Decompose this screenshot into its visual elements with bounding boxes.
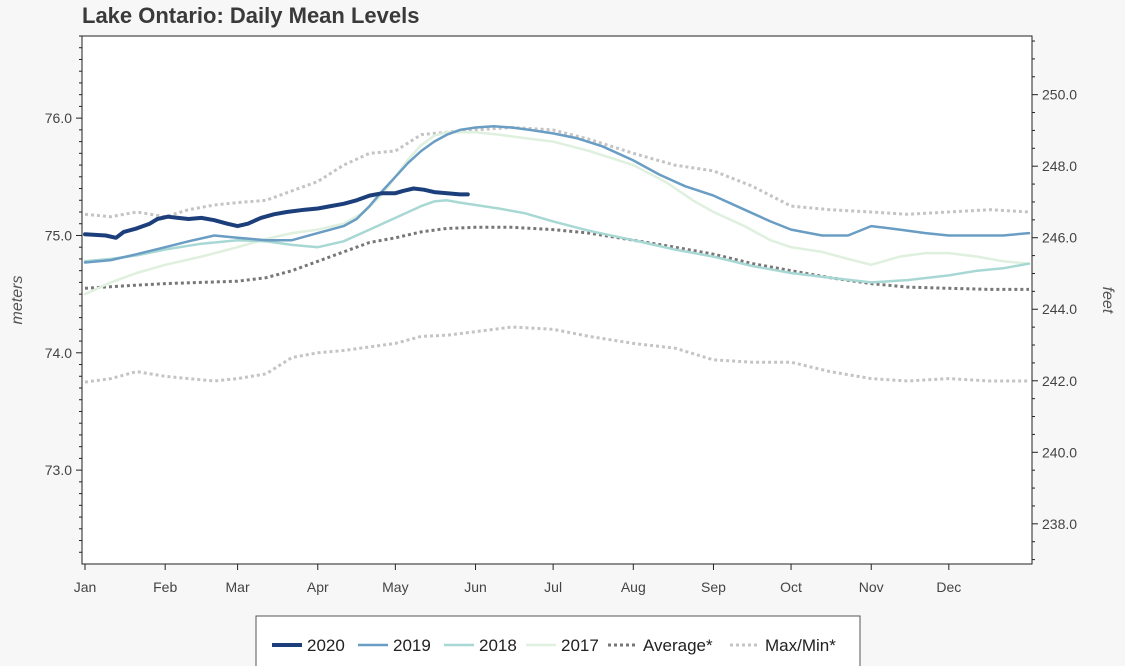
x-tick-label: Feb <box>153 579 177 595</box>
y-tick-label: 74.0 <box>45 345 72 361</box>
x-tick-label: Jun <box>464 579 487 595</box>
legend: 2020 2019 2018 2017 Average* Max/Min* <box>255 615 861 666</box>
legend-box <box>255 615 861 666</box>
x-tick-label: Mar <box>226 579 250 595</box>
series-line-2017 <box>83 130 1031 296</box>
legend-label-average: Average* <box>643 636 713 655</box>
y-right-tick-label: 248.0 <box>1042 158 1077 174</box>
x-tick-label: Nov <box>859 579 884 595</box>
plot-area <box>81 35 1033 565</box>
chart-title: Lake Ontario: Daily Mean Levels <box>82 3 419 28</box>
series-line-2019 <box>83 125 1031 264</box>
x-tick-label: Apr <box>307 579 329 595</box>
legend-label-2020: 2020 <box>307 636 345 655</box>
y-axis-label-right: feet <box>1099 287 1116 314</box>
legend-label-2018: 2018 <box>479 636 517 655</box>
series-layer <box>83 125 1031 384</box>
axes-layer: 73.0 74.0 75.0 76.0 238.0 240.0 242.0 244.0 246.… <box>45 35 1077 595</box>
x-tick-label: Sep <box>701 579 726 595</box>
y-right-tick-label: 242.0 <box>1042 373 1077 389</box>
y-axis-label: meters <box>9 276 26 325</box>
x-tick-label: Jul <box>544 579 562 595</box>
legend-label-2019: 2019 <box>393 636 431 655</box>
legend-label-max-min: Max/Min* <box>765 636 836 655</box>
series-line-average <box>84 225 1029 291</box>
x-tick-label: Jan <box>74 579 97 595</box>
x-tick-label: Aug <box>621 579 646 595</box>
y-right-tick-label: 244.0 <box>1042 301 1077 317</box>
series-line-max-min <box>84 126 1030 219</box>
x-tick-label: May <box>382 579 408 595</box>
y-right-tick-label: 240.0 <box>1042 444 1077 460</box>
x-tick-label: Oct <box>780 579 802 595</box>
series-line-2020 <box>83 186 470 240</box>
y-right-tick-label: 246.0 <box>1042 230 1077 246</box>
legend-label-2017: 2017 <box>561 636 599 655</box>
y-tick-label: 73.0 <box>45 462 72 478</box>
y-tick-label: 76.0 <box>45 110 72 126</box>
x-tick-label: Dec <box>936 579 961 595</box>
series-line-2018 <box>83 199 1031 284</box>
y-right-tick-label: 238.0 <box>1042 516 1077 532</box>
series-line-max-min-min <box>84 325 1029 384</box>
y-right-tick-label: 250.0 <box>1042 87 1077 103</box>
y-tick-label: 75.0 <box>45 227 72 243</box>
